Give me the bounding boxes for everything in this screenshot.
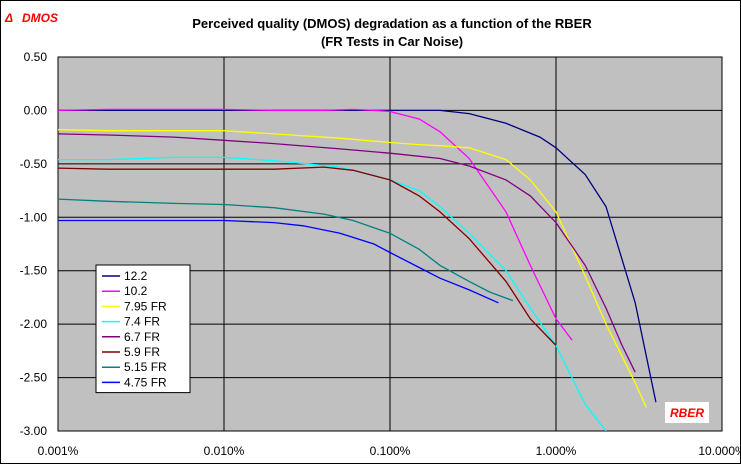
legend: 12.210.27.95 FR 7.4 FR6.7 FR5.9 FR5.15 FR… — [95, 264, 191, 394]
legend-label: 12.2 — [124, 269, 148, 283]
series-line-2 — [58, 108, 573, 341]
y-tick-label: -2.00 — [20, 317, 48, 331]
x-tick-label: 0.100% — [370, 444, 411, 458]
y-tick-label: -1.50 — [20, 264, 48, 278]
y-tick-label: -2.50 — [20, 371, 48, 385]
y-tick-label: 0.00 — [24, 103, 48, 117]
y-tick-label: -0.50 — [20, 157, 48, 171]
legend-box — [95, 264, 191, 394]
y-axis-label: DMOS — [22, 11, 58, 25]
legend-label: 4.75 FR — [124, 375, 167, 389]
x-tick-label: 0.001% — [38, 444, 79, 458]
tick-layer: 0.50 0.00 -0.50 -1.00 -1.50 -2.00 -2.50 -3.00 0.… — [20, 50, 741, 458]
x-axis-label: RBER — [670, 406, 704, 420]
legend-label: 6.7 FR — [124, 330, 160, 344]
y-tick-label: 0.50 — [24, 50, 48, 64]
x-axis-label-box — [665, 402, 709, 423]
chart-title: Perceived quality (DMOS) degradation as … — [192, 16, 592, 31]
series-line-3 — [58, 129, 647, 408]
x-tick-label: 0.010% — [204, 444, 245, 458]
legend-label: 7.4 FR — [124, 315, 160, 329]
legend-label: 5.9 FR — [124, 345, 160, 359]
y-axis-symbol: Δ — [4, 11, 13, 25]
legend-label: 10.2 — [124, 284, 148, 298]
legend-label: 7.95 FR — [124, 299, 167, 313]
x-tick-label: 10.000% — [698, 444, 741, 458]
series-line-6 — [58, 166, 557, 346]
x-tick-label: 1.000% — [536, 444, 577, 458]
series-line-5 — [58, 133, 636, 373]
y-tick-label: -3.00 — [20, 424, 48, 438]
series-layer — [58, 108, 657, 431]
chart-subtitle: (FR Tests in Car Noise) — [321, 34, 463, 49]
series-line-8 — [58, 219, 499, 304]
series-line-7 — [58, 198, 514, 302]
legend-label: 5.15 FR — [124, 360, 167, 374]
series-line-4 — [58, 156, 607, 431]
y-tick-label: -1.00 — [20, 210, 48, 224]
